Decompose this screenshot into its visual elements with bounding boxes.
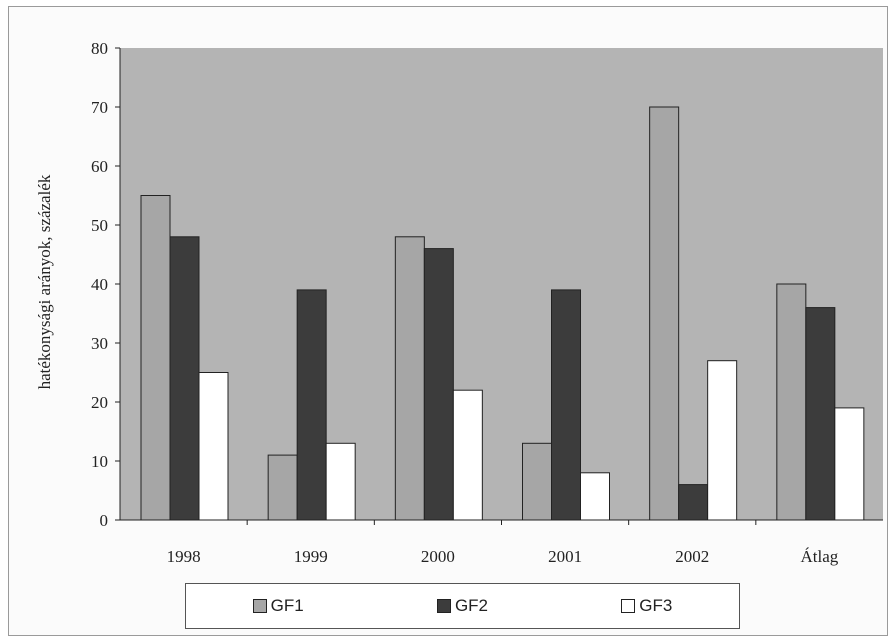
y-tick-label: 60 (91, 157, 108, 176)
bar-gf2-Átlag (806, 308, 835, 520)
bar-gf3-Átlag (835, 408, 864, 520)
x-tick-label: 1998 (167, 547, 201, 566)
legend-label-gf2: GF2 (455, 596, 488, 616)
y-tick-label: 50 (91, 216, 108, 235)
bar-gf3-1998 (199, 373, 228, 521)
bar-gf2-2002 (679, 485, 708, 520)
bar-gf1-2000 (395, 237, 424, 520)
y-axis-label: hatékonysági arányok, százalék (35, 174, 54, 389)
x-tick-label: 2002 (675, 547, 709, 566)
x-tick-label: 1999 (294, 547, 328, 566)
y-tick-label: 30 (91, 334, 108, 353)
y-tick-label: 20 (91, 393, 108, 412)
bar-gf3-2001 (581, 473, 610, 520)
plot-area (120, 48, 883, 520)
x-tick-label: 2001 (548, 547, 582, 566)
bar-gf3-2000 (453, 390, 482, 520)
bar-gf1-2001 (523, 443, 552, 520)
legend-swatch-gf1 (253, 599, 267, 613)
bar-gf2-2000 (424, 249, 453, 520)
legend-item-gf3: GF3 (621, 596, 672, 616)
y-tick-label: 80 (91, 39, 108, 58)
y-tick-label: 40 (91, 275, 108, 294)
bar-gf2-1999 (297, 290, 326, 520)
bar-gf1-Átlag (777, 284, 806, 520)
bar-gf2-2001 (552, 290, 581, 520)
legend: GF1 GF2 GF3 (185, 583, 740, 629)
legend-swatch-gf3 (621, 599, 635, 613)
x-axis-ticks: 1998 1999 2000 2001 2002 Átlag (167, 520, 839, 566)
y-tick-label: 70 (91, 98, 108, 117)
x-tick-label: Átlag (801, 547, 839, 566)
bar-gf2-1998 (170, 237, 199, 520)
legend-swatch-gf2 (437, 599, 451, 613)
bar-gf1-1998 (141, 196, 170, 521)
y-tick-label: 0 (100, 511, 109, 530)
legend-item-gf2: GF2 (437, 596, 488, 616)
bar-gf1-1999 (268, 455, 297, 520)
bar-gf1-2002 (650, 107, 679, 520)
legend-label-gf1: GF1 (271, 596, 304, 616)
x-tick-label: 2000 (421, 547, 455, 566)
bar-gf3-2002 (708, 361, 737, 520)
bar-gf3-1999 (326, 443, 355, 520)
legend-item-gf1: GF1 (253, 596, 304, 616)
y-tick-label: 10 (91, 452, 108, 471)
y-axis-ticks: 0 10 20 30 40 50 60 70 80 (91, 39, 120, 530)
legend-label-gf3: GF3 (639, 596, 672, 616)
